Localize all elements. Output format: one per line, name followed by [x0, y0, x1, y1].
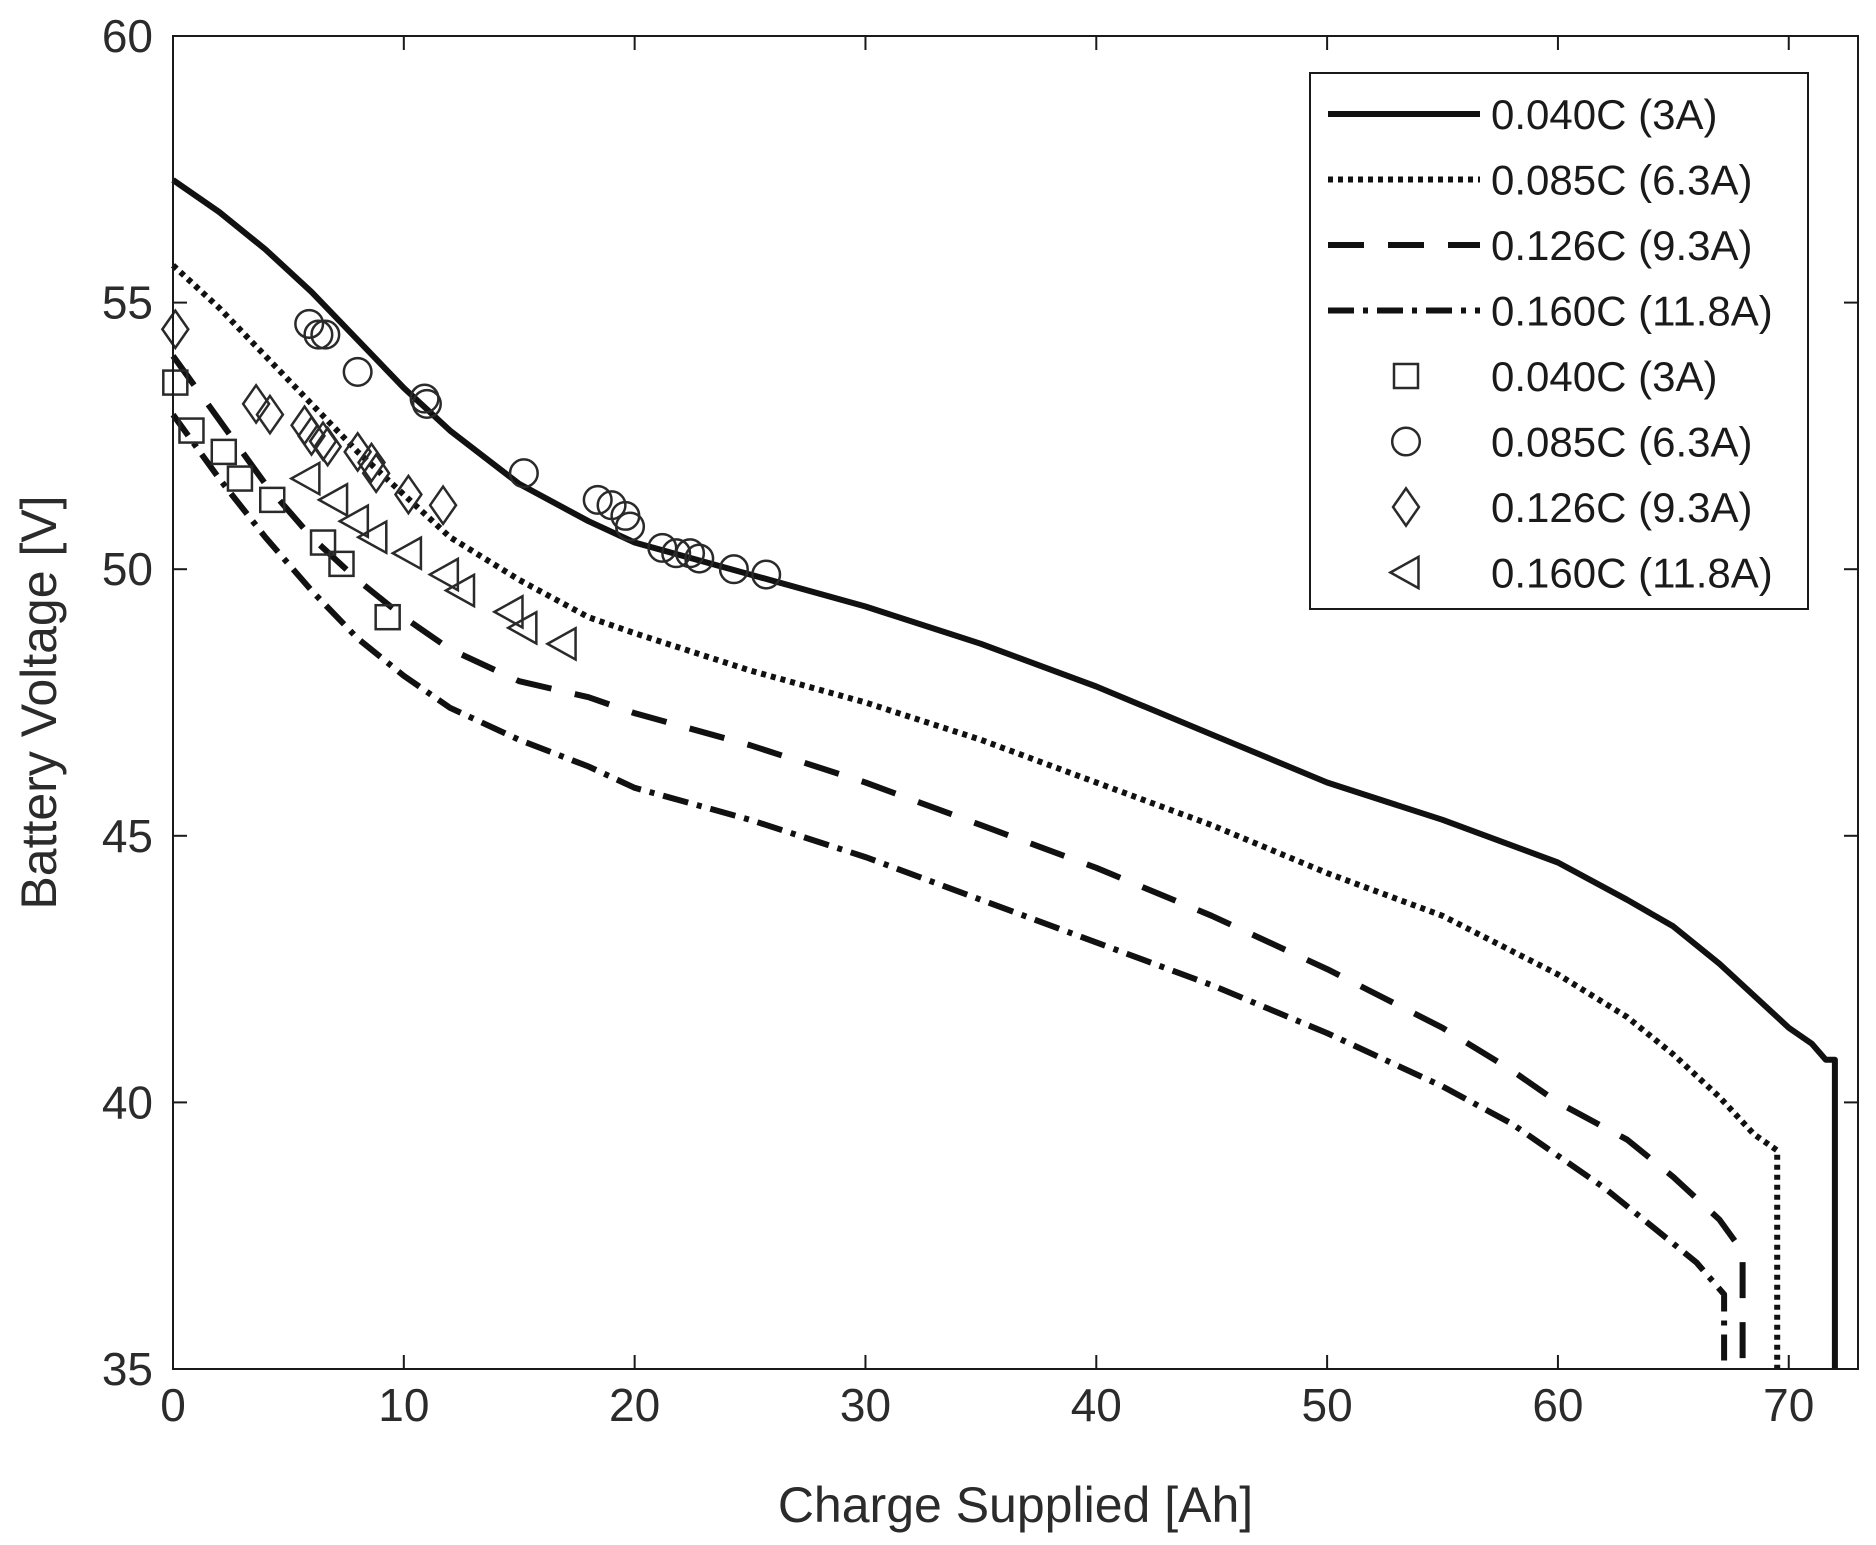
legend-label: 0.040C (3A): [1491, 353, 1717, 400]
data-point-square: [162, 369, 189, 396]
data-point-diamond: [357, 441, 386, 484]
x-tick-label: 10: [378, 1379, 429, 1431]
data-point-diamond: [361, 452, 391, 495]
x-tick-label: 20: [609, 1379, 660, 1431]
legend-label: 0.085C (6.3A): [1491, 419, 1752, 466]
data-point-triangle-left: [316, 482, 349, 518]
legend-label: 0.160C (11.8A): [1491, 288, 1773, 335]
data-point-triangle-left: [505, 610, 538, 646]
series-line-dashed: [170, 354, 1746, 1369]
data-point-circle: [661, 538, 692, 569]
data-point-square: [309, 529, 337, 556]
legend-box: [1309, 72, 1809, 610]
legend-label: 0.126C (9.3A): [1491, 222, 1752, 269]
plot-area-frame: [172, 35, 1859, 1370]
data-point-square: [210, 438, 238, 466]
data-point-circle: [718, 554, 749, 585]
data-point-diamond: [241, 383, 271, 425]
y-tick-label: 60: [102, 10, 153, 62]
legend-marker-triangle-left: [1387, 554, 1420, 591]
legend-label: 0.085C (6.3A): [1491, 157, 1752, 204]
x-axis-title: Charge Supplied [Ah]: [778, 1477, 1253, 1533]
series-line-solid: [171, 177, 1838, 1369]
y-axis: 35 40 45 50 55 60: [102, 10, 1858, 1395]
data-point-diamond: [393, 473, 423, 516]
y-tick-label: 55: [102, 277, 153, 329]
legend-marker-circle: [1390, 426, 1422, 457]
data-point-circle: [508, 458, 539, 489]
data-point-square: [226, 465, 254, 492]
x-tick-label: 40: [1071, 1379, 1122, 1431]
y-axis-title: Battery Voltage [V]: [11, 495, 67, 909]
data-point-circle: [684, 543, 715, 574]
data-point-triangle-left: [491, 594, 524, 630]
data-point-circle: [342, 356, 373, 387]
data-point-circle: [614, 511, 646, 542]
data-point-triangle-left: [355, 519, 388, 555]
data-point-square: [259, 486, 286, 514]
data-point-diamond: [343, 431, 373, 473]
data-point-triangle-left: [337, 503, 370, 539]
data-point-circle: [294, 308, 325, 339]
data-point-triangle-left: [288, 460, 321, 497]
data-point-circle: [751, 559, 782, 590]
data-point-circle: [582, 484, 613, 515]
data-point-circle: [310, 319, 341, 350]
x-tick-label: 60: [1532, 1379, 1583, 1431]
x-tick-label: 30: [840, 1379, 891, 1431]
data-point-square: [374, 603, 401, 631]
data-point-triangle-left: [390, 535, 423, 571]
data-point-circle: [303, 319, 334, 350]
legend-label: 0.126C (9.3A): [1491, 484, 1752, 531]
y-tick-label: 45: [102, 810, 153, 862]
legend-label: 0.160C (11.8A): [1491, 550, 1773, 597]
x-tick-label: 50: [1302, 1379, 1353, 1431]
data-point-diamond: [297, 415, 326, 457]
data-point-square: [178, 417, 205, 444]
data-point-circle: [411, 388, 442, 419]
data-point-diamond: [313, 425, 343, 468]
plot-markers: [160, 308, 782, 662]
series-line-dash-dot: [170, 412, 1728, 1369]
data-point-triangle-left: [544, 626, 577, 662]
data-point-diamond: [160, 308, 190, 351]
data-point-square: [328, 550, 355, 578]
x-tick-label: 0: [160, 1379, 186, 1431]
data-point-triangle-left: [427, 556, 460, 593]
x-tick-label: 70: [1763, 1379, 1814, 1431]
legend-marker-diamond: [1391, 486, 1421, 528]
y-tick-label: 40: [102, 1076, 153, 1128]
legend-marker-square: [1392, 362, 1420, 390]
legend: 0.040C (3A) 0.085C (6.3A) 0.126C (9.3A) 0.1…: [1309, 72, 1809, 610]
data-point-diamond: [255, 393, 285, 436]
data-point-diamond: [428, 484, 458, 527]
y-tick-label: 50: [102, 543, 153, 595]
y-tick-label: 35: [102, 1343, 153, 1395]
legend-label: 0.040C (3A): [1491, 91, 1717, 138]
data-point-circle: [674, 538, 706, 569]
x-axis: 0 10 20 30 40 50 60 70: [160, 36, 1814, 1431]
data-point-triangle-left: [443, 572, 476, 609]
